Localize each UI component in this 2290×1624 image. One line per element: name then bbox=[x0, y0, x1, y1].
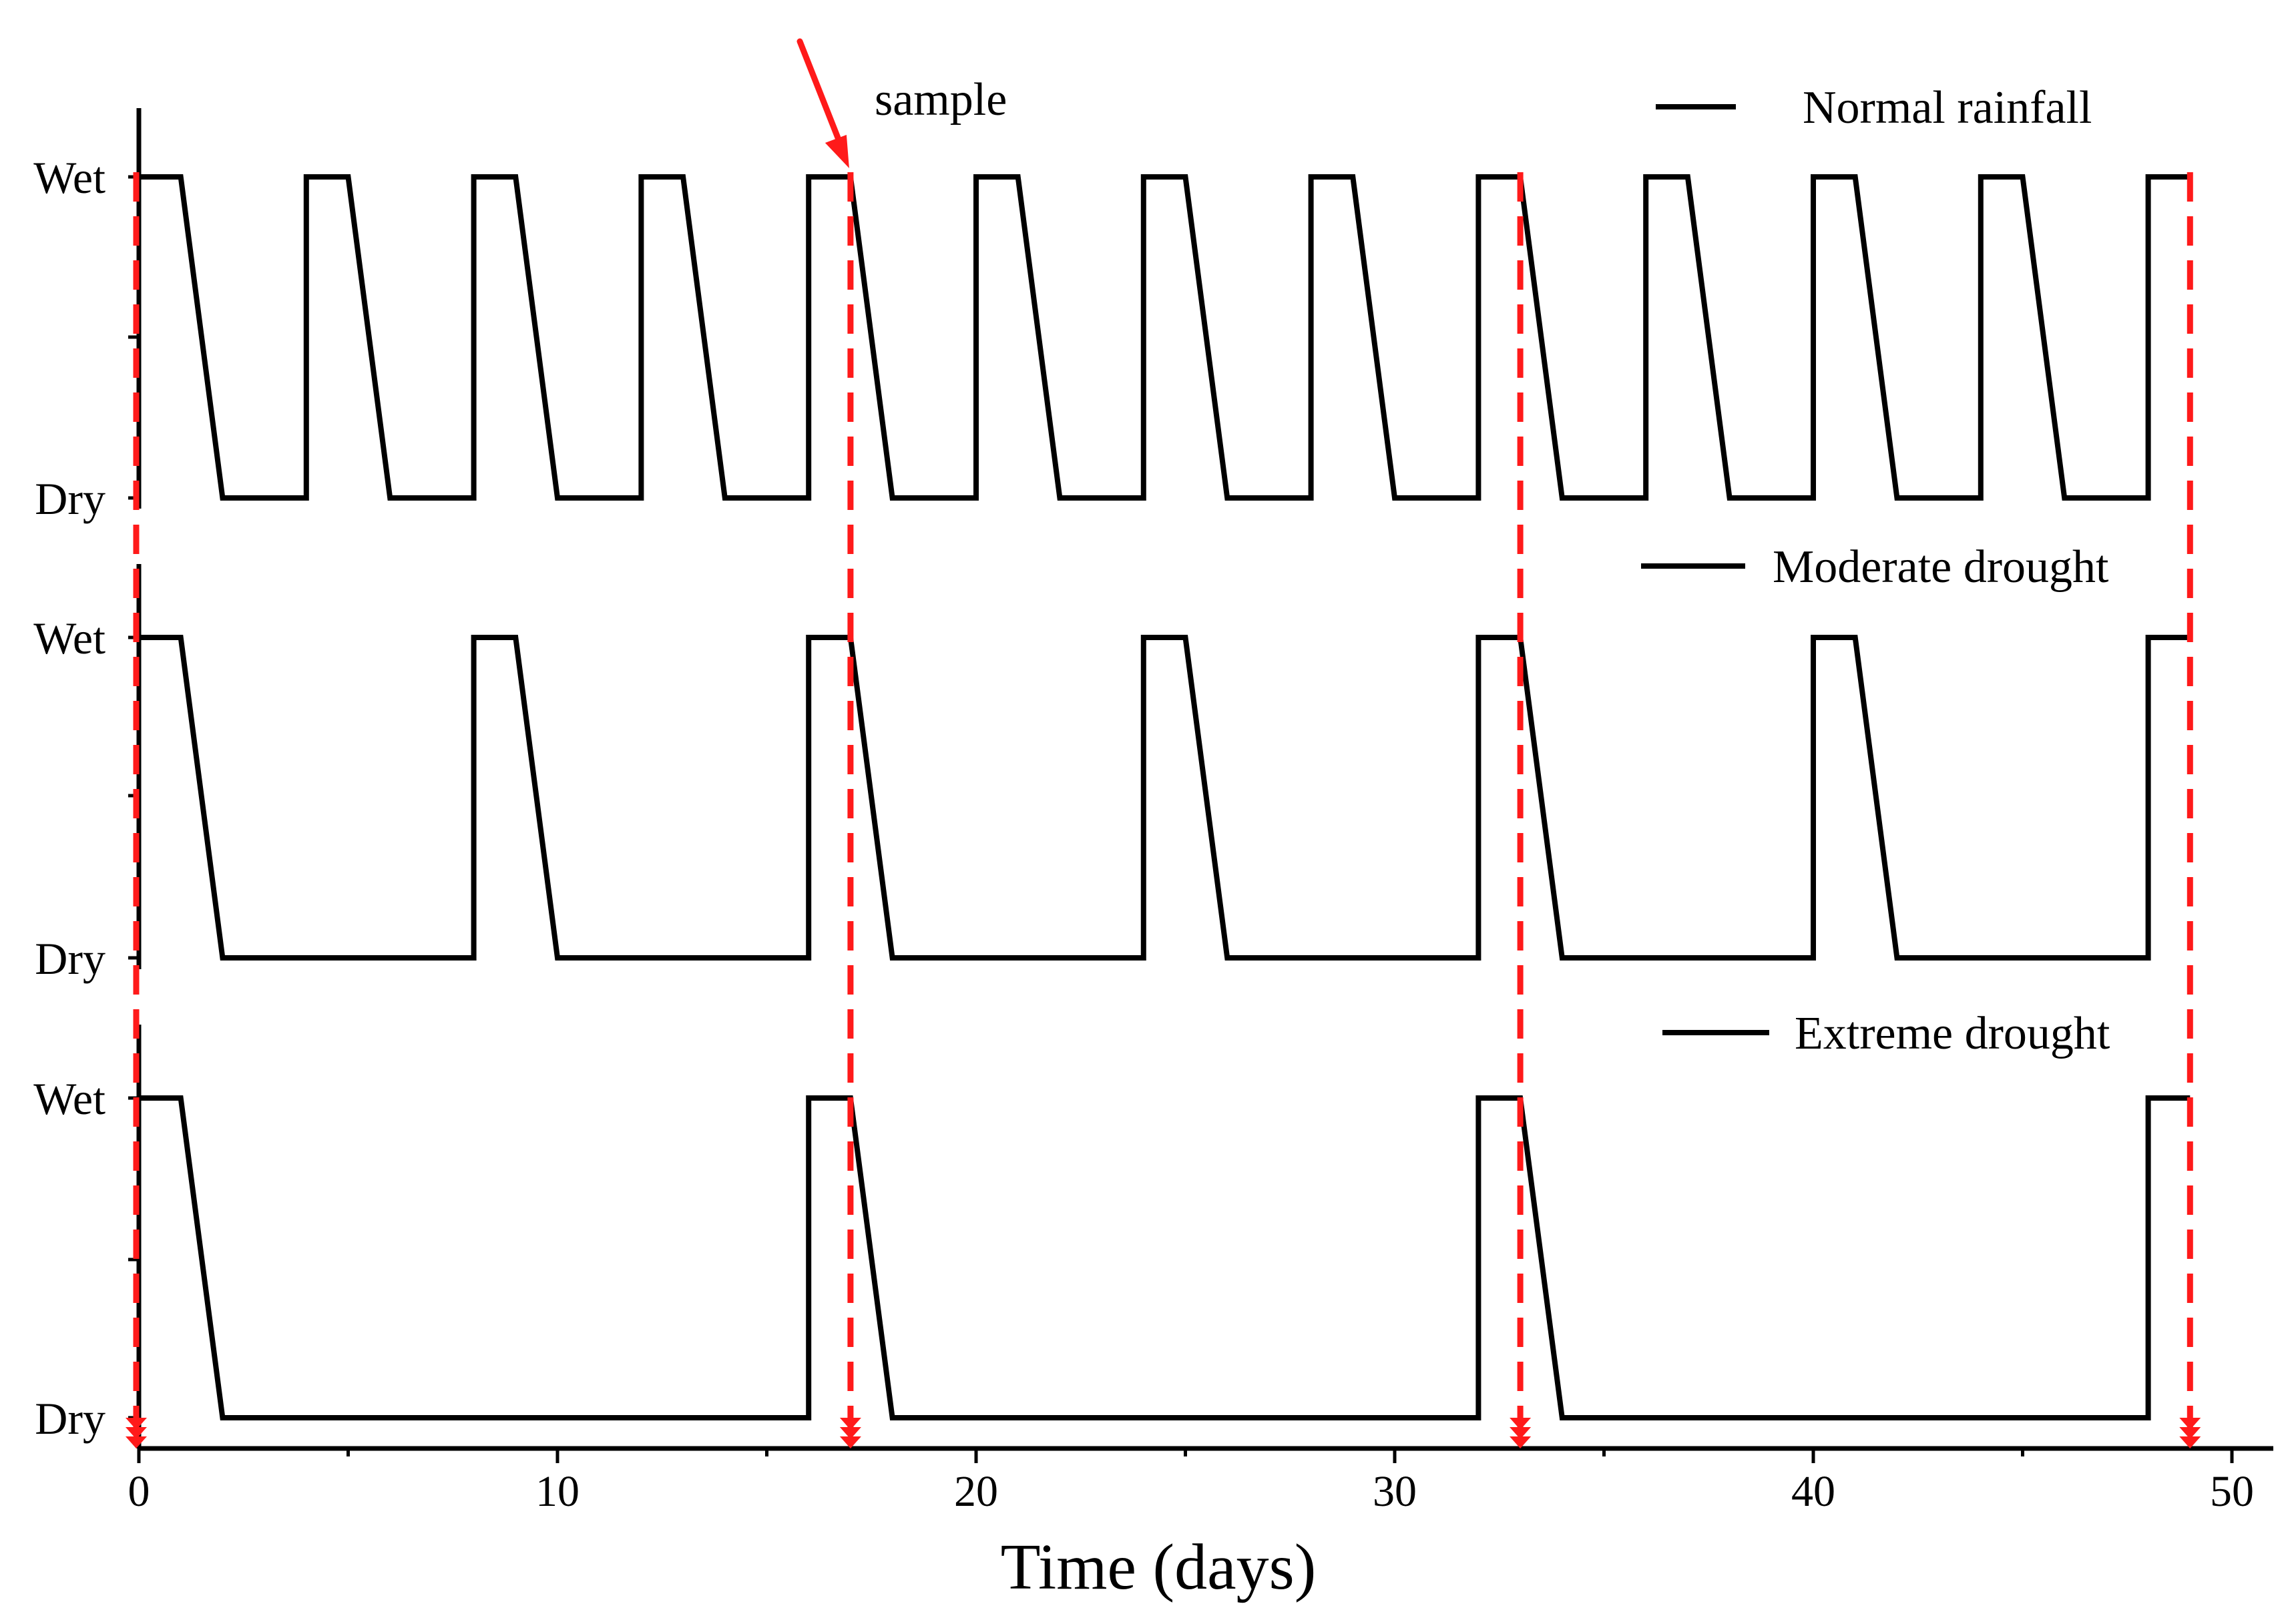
sample-arrow-shaft bbox=[796, 38, 846, 153]
sample-marker-day-17 bbox=[839, 1436, 861, 1448]
y-tick-label-dry: Dry bbox=[35, 1393, 105, 1444]
sample-marker-day-0 bbox=[126, 1418, 147, 1430]
sample-marker-day-49 bbox=[2179, 1436, 2201, 1448]
sample-marker-day-17 bbox=[839, 1427, 861, 1439]
legend-label-2: Moderate drought bbox=[1773, 541, 2109, 593]
x-tick-label: 40 bbox=[1791, 1467, 1835, 1516]
y-tick-label-dry: Dry bbox=[35, 473, 105, 524]
sample-marker-day-33 bbox=[1510, 1418, 1532, 1430]
series-line-extreme-drought bbox=[139, 1095, 2191, 1420]
sample-marker-day-49 bbox=[2179, 1418, 2201, 1430]
x-tick-label: 10 bbox=[535, 1467, 580, 1516]
y-tick-label-wet: Wet bbox=[33, 613, 105, 663]
sample-arrow-head bbox=[825, 135, 849, 168]
sample-marker-day-0 bbox=[126, 1427, 147, 1439]
x-axis-label: Time (days) bbox=[1001, 1531, 1317, 1603]
legend-label-3: Extreme drought bbox=[1795, 1008, 2110, 1059]
sample-marker-day-17 bbox=[839, 1418, 861, 1430]
y-tick-label-wet: Wet bbox=[33, 1073, 105, 1124]
series-line-moderate-drought bbox=[139, 635, 2191, 961]
y-tick-label-dry: Dry bbox=[35, 933, 105, 984]
x-tick-label: 50 bbox=[2210, 1467, 2254, 1516]
sample-annotation-label: sample bbox=[875, 74, 1007, 125]
sample-marker-day-33 bbox=[1510, 1427, 1532, 1439]
x-tick-label: 30 bbox=[1373, 1467, 1417, 1516]
sample-marker-day-33 bbox=[1510, 1436, 1532, 1448]
sample-marker-day-0 bbox=[126, 1436, 147, 1448]
y-tick-label-wet: Wet bbox=[33, 152, 105, 203]
legend-label-1: Normal rainfall bbox=[1803, 82, 2092, 133]
sample-marker-day-49 bbox=[2179, 1427, 2201, 1439]
series-line-normal-rainfall bbox=[139, 174, 2191, 501]
x-tick-label: 20 bbox=[954, 1467, 998, 1516]
x-tick-label: 0 bbox=[128, 1467, 150, 1516]
